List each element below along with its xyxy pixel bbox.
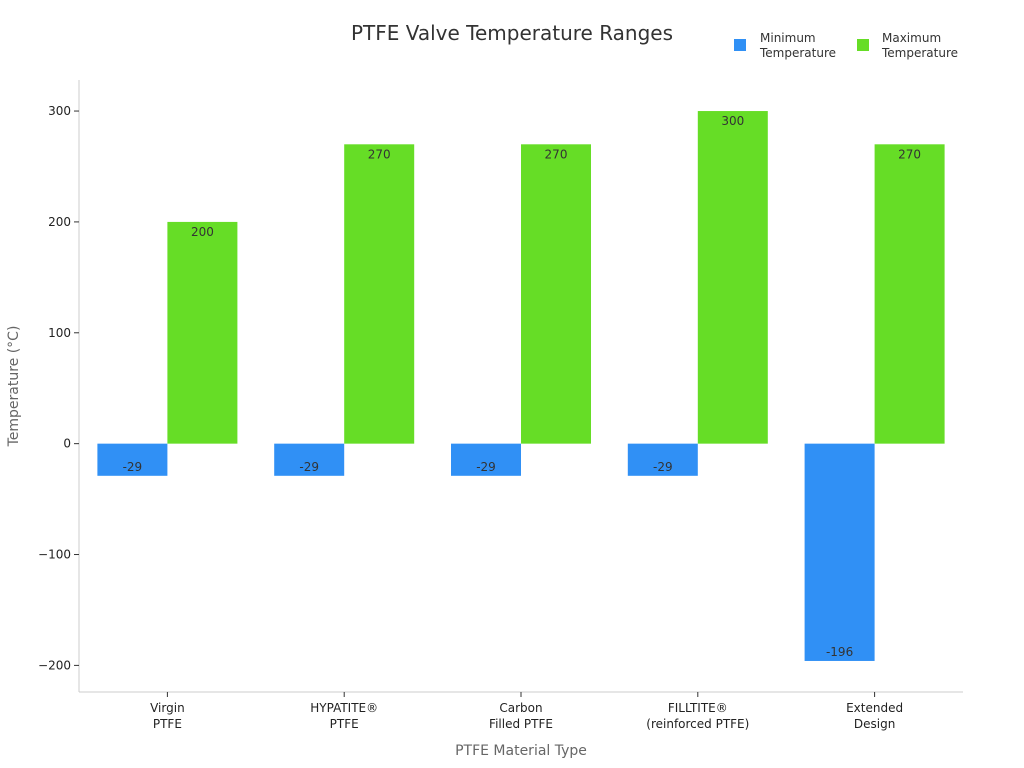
y-tick-label: −200 xyxy=(38,658,71,672)
y-tick-label: 300 xyxy=(48,104,71,118)
bar xyxy=(627,443,698,476)
y-tick-label: 200 xyxy=(48,215,71,229)
data-label: -29 xyxy=(476,460,496,474)
bar xyxy=(874,144,945,444)
bar xyxy=(521,144,591,444)
y-tick-label: 0 xyxy=(63,437,71,451)
y-tick-label: −100 xyxy=(38,548,71,562)
chart-title: PTFE Valve Temperature Ranges xyxy=(351,21,673,45)
data-label: 270 xyxy=(898,147,921,161)
bar xyxy=(697,111,768,444)
legend-label: Maximum Temperature xyxy=(881,31,958,60)
data-label: -29 xyxy=(653,460,673,474)
data-label: 300 xyxy=(721,114,744,128)
x-tick-label: Extended Design xyxy=(846,701,903,731)
bar xyxy=(274,443,345,476)
x-axis-label: PTFE Material Type xyxy=(455,743,587,759)
data-label: -29 xyxy=(299,460,319,474)
x-tick-label: Virgin PTFE xyxy=(150,701,185,731)
data-labels: -29 200 -29 270 -29 270 -29 300 -196 270 xyxy=(123,114,921,659)
bars xyxy=(97,111,945,661)
legend-label: Minimum Temperature xyxy=(759,31,836,60)
data-label: -29 xyxy=(123,460,143,474)
data-label: 270 xyxy=(368,147,391,161)
legend: Minimum Temperature Maximum Temperature xyxy=(734,31,958,60)
axes: −200 −100 0 100 200 300 Virgin PTFE HYPATITE® PTF… xyxy=(38,80,963,731)
x-tick-label: HYPATITE® PTFE xyxy=(310,701,378,731)
x-tick-label: Carbon Filled PTFE xyxy=(489,701,553,731)
x-tick-label: FILLTITE® (reinforced PTFE) xyxy=(646,701,749,731)
bar xyxy=(451,443,521,476)
bar xyxy=(167,221,238,444)
legend-swatch xyxy=(857,39,869,51)
legend-swatch xyxy=(734,39,746,51)
bar xyxy=(97,443,168,476)
bar xyxy=(344,144,415,444)
y-tick-label: 100 xyxy=(48,326,71,340)
data-label: 270 xyxy=(545,147,568,161)
data-label: -196 xyxy=(826,645,853,659)
y-axis-label: Temperature (°C) xyxy=(6,326,22,448)
data-label: 200 xyxy=(191,225,214,239)
bar xyxy=(804,443,875,661)
